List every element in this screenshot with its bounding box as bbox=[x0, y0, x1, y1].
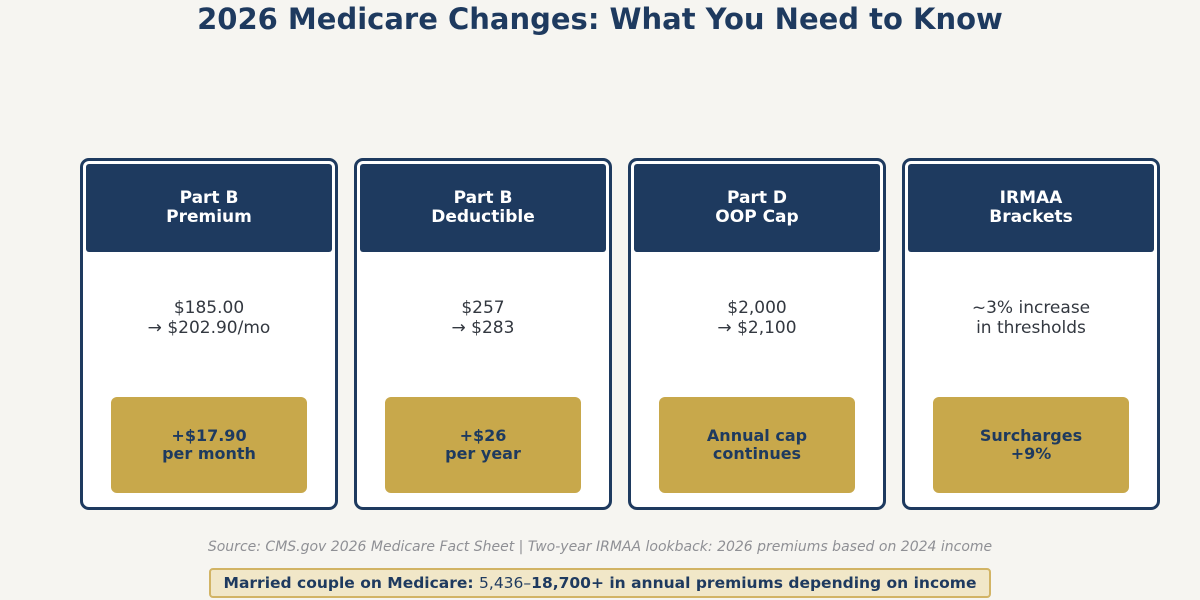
card-body-line-1: $2,000 bbox=[727, 298, 787, 318]
card-header-line-1: Part B bbox=[179, 188, 239, 208]
badge-line-2: continues bbox=[712, 444, 802, 463]
note-lead: Married couple on Medicare: bbox=[223, 574, 474, 592]
change-badge: +$26 per year bbox=[385, 397, 581, 493]
card-part-b-deductible: Part B Deductible $257 → $283 +$26 per y… bbox=[354, 158, 612, 510]
card-header-line-2: Premium bbox=[166, 207, 252, 227]
badge-line-2: +9% bbox=[1010, 444, 1052, 463]
card-body: $2,000 → $2,100 bbox=[631, 298, 883, 338]
change-badge: Annual cap continues bbox=[659, 397, 855, 493]
note-mid: 5,436– bbox=[479, 574, 532, 592]
badge-line-2: per year bbox=[445, 444, 521, 463]
card-header: Part B Deductible bbox=[360, 164, 606, 252]
card-header-line-1: Part D bbox=[726, 188, 787, 208]
card-body: ~3% increase in thresholds bbox=[905, 298, 1157, 338]
badge-line-1: +$26 bbox=[459, 426, 507, 445]
card-header: Part D OOP Cap bbox=[634, 164, 880, 252]
card-header: Part B Premium bbox=[86, 164, 332, 252]
badge-line-2: per month bbox=[162, 444, 256, 463]
card-header-line-2: OOP Cap bbox=[715, 207, 799, 227]
badge-line-1: +$17.90 bbox=[171, 426, 247, 445]
card-irmaa-brackets: IRMAA Brackets ~3% increase in threshold… bbox=[902, 158, 1160, 510]
card-body-line-1: $257 bbox=[461, 298, 505, 318]
card-body-line-2: in thresholds bbox=[976, 318, 1086, 338]
change-badge: +$17.90 per month bbox=[111, 397, 307, 493]
page-title: 2026 Medicare Changes: What You Need to … bbox=[197, 2, 1003, 36]
badge-line-1: Annual cap bbox=[706, 426, 808, 445]
note-tail: 18,700+ in annual premiums depending on … bbox=[531, 574, 977, 592]
card-header-line-2: Brackets bbox=[989, 207, 1073, 227]
card-body-line-1: $185.00 bbox=[173, 298, 245, 318]
couple-premium-note: Married couple on Medicare: 5,436– 18,700… bbox=[209, 568, 991, 598]
card-body: $257 → $283 bbox=[357, 298, 609, 338]
source-note: Source: CMS.gov 2026 Medicare Fact Sheet… bbox=[207, 539, 993, 555]
card-part-b-premium: Part B Premium $185.00 → $202.90/mo +$17… bbox=[80, 158, 338, 510]
change-badge: Surcharges +9% bbox=[933, 397, 1129, 493]
card-body-line-2: → $202.90/mo bbox=[147, 318, 271, 338]
card-header-line-2: Deductible bbox=[431, 207, 535, 227]
card-body-line-2: → $283 bbox=[451, 318, 515, 338]
badge-line-1: Surcharges bbox=[979, 426, 1083, 445]
card-body: $185.00 → $202.90/mo bbox=[83, 298, 335, 338]
card-body-line-1: ~3% increase bbox=[971, 298, 1091, 318]
card-header: IRMAA Brackets bbox=[908, 164, 1154, 252]
card-part-d-oop-cap: Part D OOP Cap $2,000 → $2,100 Annual ca… bbox=[628, 158, 886, 510]
card-body-line-2: → $2,100 bbox=[717, 318, 797, 338]
card-header-line-1: IRMAA bbox=[999, 188, 1063, 208]
card-header-line-1: Part B bbox=[453, 188, 513, 208]
